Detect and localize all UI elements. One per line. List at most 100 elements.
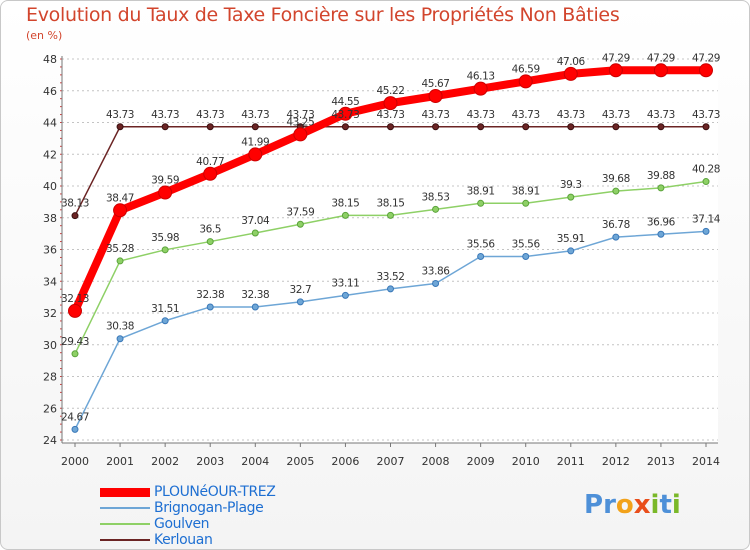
- x-tick-label: 2004: [241, 455, 269, 468]
- x-tick-label: 2003: [196, 455, 224, 468]
- data-label: 47.29: [647, 52, 675, 64]
- x-tick-label: 2002: [151, 455, 179, 468]
- data-label: 43.73: [692, 109, 720, 121]
- data-point: [71, 425, 79, 433]
- data-point: [473, 81, 488, 96]
- data-label: 29.43: [61, 336, 89, 348]
- data-point: [116, 257, 124, 265]
- data-label: 39.88: [647, 170, 675, 182]
- y-tick-label: 28: [43, 371, 57, 384]
- data-label: 38.15: [376, 197, 404, 209]
- data-label: 39.68: [602, 173, 630, 185]
- data-point: [296, 220, 304, 228]
- data-label: 47.29: [692, 52, 720, 64]
- chart-title: Evolution du Taux de Taxe Foncière sur l…: [26, 4, 620, 26]
- y-tick-label: 38: [43, 212, 57, 225]
- unit-label: (en %): [26, 29, 63, 42]
- data-point: [338, 106, 353, 121]
- data-label: 30.38: [106, 321, 134, 333]
- data-point: [203, 166, 218, 181]
- data-label: 45.67: [422, 78, 450, 90]
- data-label: 43.73: [557, 109, 585, 121]
- y-tick-label: 30: [43, 339, 57, 352]
- data-label: 43.25: [286, 116, 314, 128]
- data-point: [206, 238, 214, 246]
- data-label: 31.51: [151, 303, 179, 315]
- data-point: [657, 230, 665, 238]
- data-point: [116, 123, 124, 131]
- y-tick-label: 46: [43, 85, 57, 98]
- legend-item: Kerlouan: [100, 532, 275, 548]
- data-label: 38.15: [331, 197, 359, 209]
- x-tick-label: 2012: [602, 455, 630, 468]
- data-label: 36.5: [199, 224, 221, 236]
- legend-item: PLOUNéOUR-TREZ: [100, 484, 276, 500]
- data-point: [702, 123, 710, 131]
- data-point: [113, 203, 128, 218]
- data-point: [653, 63, 668, 78]
- data-label: 32.38: [241, 289, 269, 301]
- legend-swatch: [100, 539, 150, 541]
- y-tick-label: 42: [43, 148, 57, 161]
- data-label: 40.28: [692, 164, 720, 176]
- data-label: 46.13: [467, 71, 495, 83]
- data-point: [161, 317, 169, 325]
- data-label: 47.29: [602, 52, 630, 64]
- data-label: 35.28: [106, 243, 134, 255]
- data-point: [699, 63, 713, 78]
- data-point: [522, 252, 530, 260]
- data-point: [161, 123, 169, 131]
- legend-label: PLOUNéOUR-TREZ: [154, 484, 276, 500]
- data-point: [161, 246, 169, 254]
- data-label: 38.53: [422, 191, 450, 203]
- data-label: 37.59: [286, 206, 314, 218]
- data-label: 39.59: [151, 175, 179, 187]
- data-label: 35.98: [151, 232, 179, 244]
- data-point: [522, 123, 530, 131]
- data-point: [612, 233, 620, 241]
- data-point: [383, 96, 398, 111]
- data-point: [428, 88, 443, 103]
- legend-label: Brignogan-Plage: [154, 500, 264, 516]
- y-tick-label: 34: [43, 275, 57, 288]
- data-label: 43.73: [286, 109, 314, 121]
- data-point: [567, 123, 575, 131]
- x-tick-label: 2011: [557, 455, 585, 468]
- data-point: [341, 211, 349, 219]
- data-label: 43.73: [467, 109, 495, 121]
- y-tick-label: 44: [43, 117, 57, 130]
- legend-label: Kerlouan: [154, 532, 213, 548]
- legend-item: Goulven: [100, 516, 275, 532]
- data-label: 41.99: [241, 136, 269, 148]
- x-tick-label: 2014: [692, 455, 720, 468]
- data-label: 37.04: [241, 215, 270, 227]
- data-label: 43.73: [331, 109, 359, 121]
- data-point: [567, 247, 575, 255]
- data-label: 36.96: [647, 216, 676, 228]
- data-label: 44.55: [331, 96, 359, 108]
- data-label: 43.73: [422, 109, 450, 121]
- data-label: 40.77: [196, 156, 224, 168]
- data-point: [116, 335, 124, 343]
- data-label: 33.11: [331, 277, 359, 289]
- y-tick-label: 32: [43, 307, 57, 320]
- data-point: [387, 123, 394, 131]
- x-tick-label: 2009: [467, 455, 495, 468]
- data-point: [251, 303, 259, 311]
- data-point: [206, 303, 214, 311]
- data-point: [206, 123, 214, 131]
- x-tick-label: 2008: [422, 455, 450, 468]
- data-point: [387, 211, 394, 219]
- x-tick-label: 2007: [377, 455, 405, 468]
- legend-swatch: [100, 507, 150, 509]
- data-point: [522, 199, 530, 207]
- data-point: [341, 291, 349, 299]
- legend-swatch: [100, 523, 150, 525]
- data-point: [432, 205, 440, 213]
- data-point: [68, 303, 82, 318]
- data-label: 35.56: [467, 238, 496, 250]
- data-label: 35.56: [512, 238, 541, 250]
- data-label: 43.73: [241, 109, 269, 121]
- data-label: 47.06: [557, 56, 586, 68]
